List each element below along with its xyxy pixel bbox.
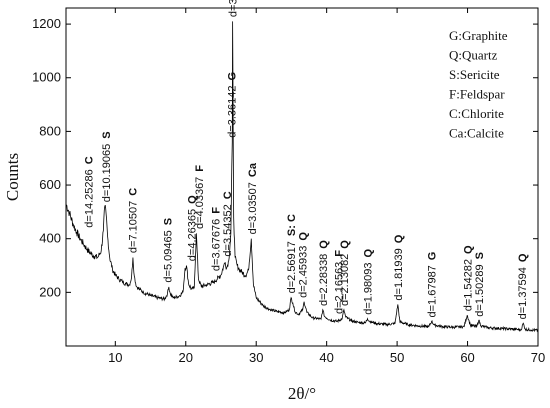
peak-phase: Q [297,232,309,241]
x-tick-label: 50 [390,350,404,365]
peak-phase: Q [462,245,474,254]
peak-label: d=14.25286C [83,156,95,227]
peak-label: d=2.28338Q [318,240,330,306]
y-tick-label: 400 [39,231,61,246]
peak-phase: S [163,218,175,225]
peak-d-spacing: d=3.36142G [227,72,239,138]
xrd-series-line [65,21,539,333]
peak-d-spacing: d=5.09465S [163,218,175,283]
x-tick-label: 70 [531,350,545,365]
peak-label: d=7.10507C [128,188,140,253]
peak-label: d=3.54352C [222,191,234,256]
peak-d-spacing: d=7.10507C [128,188,140,253]
peak-phase: Q [318,240,330,249]
x-tick-label: 40 [319,350,333,365]
peak-d-spacing: d=1.37594Q [517,253,529,319]
peak-d-spacing: d=3.34842Q [228,0,240,17]
peak-d-spacing: d=2.56917S: C [286,214,298,293]
legend-entry: F:Feldspar [449,87,505,102]
peak-label: d=3.34842Q [228,0,240,17]
series-layer [65,21,539,333]
peak-phase: F [333,250,345,257]
peak-label: d=2.16563F [333,250,345,314]
peak-phase: C [83,156,95,164]
x-tick-label: 30 [249,350,263,365]
y-tick-label: 600 [39,177,61,192]
peak-phase: G [426,252,438,261]
peak-d-spacing: d=2.16563F [333,250,345,314]
peak-d-spacing: d=1.81939Q [393,234,405,300]
peak-d-spacing: d=1.50289S [474,252,486,317]
peak-phase: F [194,165,206,172]
peak-d-spacing: d=1.54282Q [462,245,474,311]
peak-d-spacing: d=10.19065S [101,131,113,202]
plot-frame [65,7,539,347]
peak-label: d=2.13082Q [339,240,351,306]
peak-phase: Ca [247,162,259,177]
x-axis-title: 2θ/° [288,384,316,403]
peak-phase: Q [517,253,529,262]
y-tick-label: 200 [39,284,61,299]
axis-ticks: 10 20 30 40 50 60 70 200 400 600 800 1000 1200 [32,8,545,365]
peak-label: d=3.67676F [210,207,222,271]
peak-phase: S [474,252,486,259]
x-tick-label: 60 [460,350,474,365]
peak-phase: Q [339,240,351,249]
peak-label: d=4.03367F [194,165,206,229]
peak-label: d=3.03507Ca [247,162,259,234]
peak-phase: S [101,131,113,138]
peak-label: d=2.56917S: C [286,214,298,293]
y-tick-label: 800 [39,123,61,138]
peak-d-spacing: d=14.25286C [83,156,95,227]
peak-d-spacing: d=1.67987G [426,252,438,318]
x-tick-label: 10 [108,350,122,365]
legend-entry: S:Sericite [449,67,500,82]
peak-phase: C [128,188,140,196]
peak-label: d=1.81939Q [393,234,405,300]
peak-label: d=1.54282Q [462,245,474,311]
peak-label: d=1.50289S [474,252,486,317]
legend-entry: Ca:Calcite [449,126,504,141]
peak-d-spacing: d=2.13082Q [339,240,351,306]
y-tick-label: 1000 [32,70,61,85]
peak-label: d=1.67987G [426,252,438,318]
legend-entry: G:Graphite [449,28,508,43]
peak-label: d=2.45933Q [297,232,309,298]
peak-label: d=1.98093Q [363,248,375,314]
peak-phase: S: C [286,214,298,236]
y-axis-title: Counts [3,153,22,201]
peak-label: d=4.26365Q [187,195,199,261]
legend-entry: C:Chlorite [449,106,504,121]
peak-d-spacing: d=2.28338Q [318,240,330,306]
peak-d-spacing: d=3.54352C [222,191,234,256]
legend-entry: Q:Quartz [449,48,498,63]
peak-label: d=10.19065S [101,131,113,202]
peak-d-spacing: d=2.45933Q [297,232,309,298]
peak-phase: Q [393,234,405,243]
peak-phase: G [227,72,239,81]
peak-label: d=5.09465S [163,218,175,283]
peak-d-spacing: d=4.26365Q [187,195,199,261]
peak-d-spacing: d=3.03507Ca [247,162,259,234]
peak-phase: Q [363,248,375,257]
peak-label: d=3.36142G [227,72,239,138]
peak-d-spacing: d=3.67676F [210,207,222,271]
peak-phase: C [222,191,234,199]
peak-phase: F [210,207,222,214]
legend: G:Graphite Q:Quartz S:Sericite F:Feldspar C:… [449,28,508,141]
peak-d-spacing: d=1.98093Q [363,248,375,314]
peak-label: d=1.37594Q [517,253,529,319]
peak-d-spacing: d=4.03367F [194,165,206,229]
peak-phase: Q [187,195,199,204]
x-tick-label: 20 [179,350,193,365]
y-tick-label: 1200 [32,16,61,31]
